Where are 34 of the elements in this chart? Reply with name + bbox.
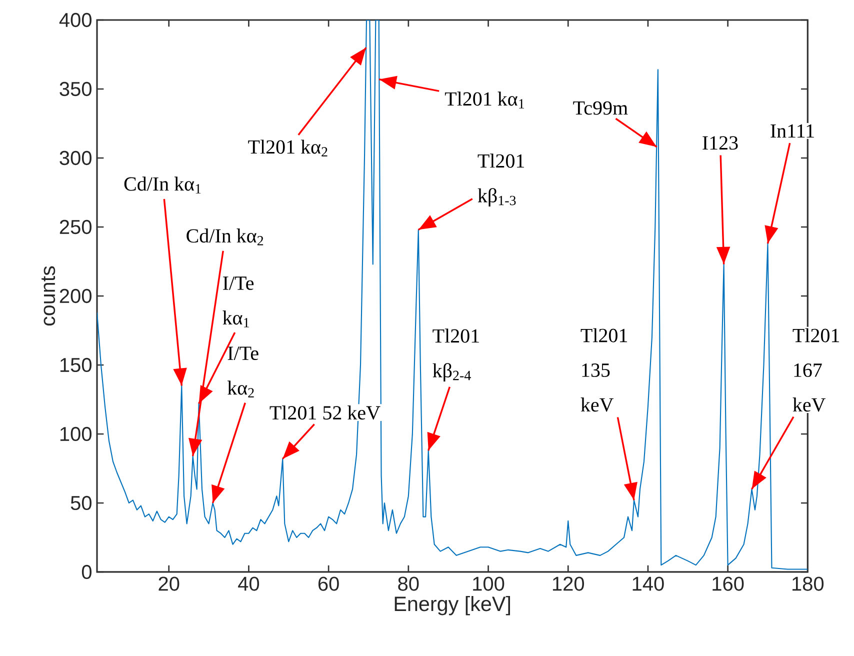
annotation: Tl201 52 keV — [270, 406, 380, 420]
annotation: I/Te kα$_{1}$ — [222, 276, 254, 328]
annotation: Tl201 167 keV — [792, 328, 840, 412]
annotation: Cd/In kα$_{1}$ — [124, 176, 201, 194]
annotation: Tl201 kα$_{2}$ — [248, 140, 328, 156]
y-tick-label: 100 — [60, 426, 92, 442]
x-tick-label: 140 — [632, 576, 664, 591]
x-tick-label: 100 — [473, 576, 504, 591]
annotation: Tl201 kβ$_{2-4}$ — [432, 328, 479, 382]
y-axis-title: counts — [42, 266, 56, 326]
x-axis-title: Energy [keV] — [394, 596, 510, 616]
annotation: I123 — [702, 136, 738, 150]
annotation: Tc99m — [573, 101, 628, 115]
y-tick-label: 250 — [60, 220, 92, 234]
y-tick-label: 300 — [60, 150, 92, 166]
x-tick-label: 60 — [318, 576, 339, 591]
annotation: Tl201 kα$_{1}$ — [444, 92, 524, 108]
x-tick-label: 80 — [398, 576, 419, 591]
y-tick-label: 0 — [82, 564, 92, 580]
annotation: Tl201 135 keV — [580, 328, 628, 412]
annotation: In111 — [770, 124, 814, 138]
x-tick-label: 120 — [552, 576, 584, 591]
y-tick-label: 350 — [60, 82, 92, 96]
annotation: Tl201 kβ$_{1-3}$ — [478, 154, 524, 206]
annotation: Cd/In kα$_{2}$ — [186, 228, 264, 246]
y-tick-label: 200 — [60, 288, 92, 304]
y-tick-label: 400 — [59, 12, 92, 28]
x-tick-label: 160 — [712, 576, 744, 591]
y-tick-label: 150 — [60, 358, 92, 372]
y-tick-label: 50 — [70, 496, 92, 510]
x-tick-label: 20 — [158, 576, 180, 591]
annotation: I/Te kα$_{2}$ — [227, 346, 258, 398]
x-tick-label: 180 — [792, 576, 824, 591]
x-tick-label: 40 — [238, 576, 260, 591]
